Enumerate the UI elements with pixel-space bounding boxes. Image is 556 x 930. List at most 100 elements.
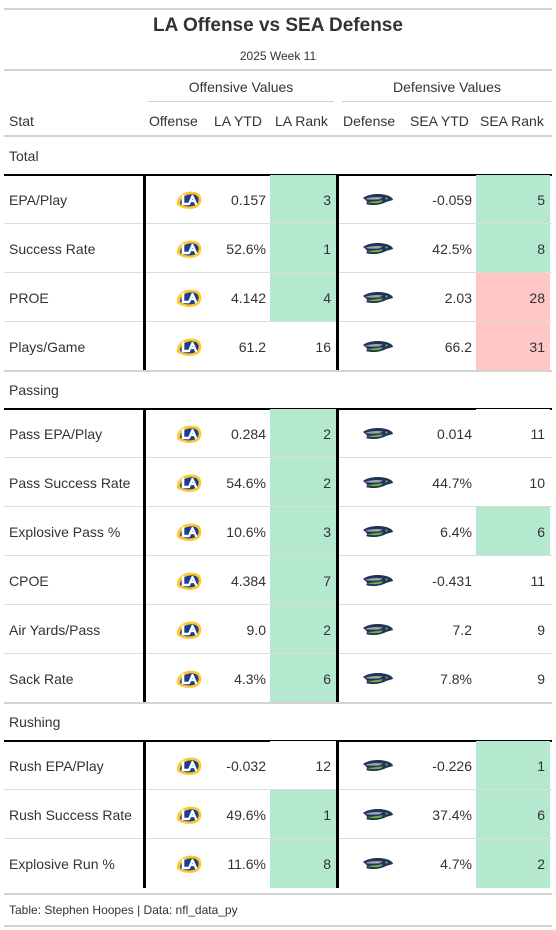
stat-name: PROE — [9, 289, 49, 306]
la-rank-value: 2 — [270, 605, 336, 654]
col-header-defense: Defense — [343, 113, 396, 129]
table-subtitle: 2025 Week 11 — [239, 49, 317, 63]
defense-logo-cell — [340, 556, 416, 605]
row-divider — [4, 272, 552, 273]
la-ytd-value: 4.384 — [230, 572, 266, 589]
rams-logo-icon — [176, 806, 202, 824]
sea-rank-value: 10 — [476, 458, 550, 507]
sea-ytd-value: 7.2 — [452, 621, 472, 638]
stat-name: Success Rate — [9, 240, 96, 257]
defense-divider-line — [336, 409, 339, 703]
sea-ytd-value: 42.5% — [432, 240, 472, 257]
rams-logo-icon — [176, 757, 202, 775]
bottom-rule — [4, 893, 552, 895]
offense-logo-cell — [146, 741, 232, 790]
seahawks-logo-icon — [363, 242, 393, 254]
defense-logo-cell — [340, 741, 416, 790]
sea-ytd-value: -0.431 — [432, 572, 472, 589]
sea-rank-value: 31 — [476, 322, 550, 371]
sea-rank-value: 2 — [476, 839, 550, 888]
la-ytd-value: 11.6% — [227, 855, 266, 872]
seahawks-logo-icon — [363, 193, 393, 205]
defense-spanner-line — [342, 101, 552, 102]
col-header-offense: Offense — [149, 113, 198, 129]
seahawks-logo-icon — [363, 857, 393, 869]
row-divider — [4, 555, 552, 556]
la-rank-value: 4 — [270, 273, 336, 322]
defense-logo-cell — [340, 839, 416, 888]
la-ytd-value: 52.6% — [226, 240, 266, 257]
seahawks-logo-icon — [363, 574, 393, 586]
column-header-rule — [4, 135, 552, 137]
sea-ytd-value: 6.4% — [440, 523, 472, 540]
seahawks-logo-icon — [363, 291, 393, 303]
stat-name: Pass EPA/Play — [9, 425, 103, 442]
rams-logo-icon — [176, 191, 202, 209]
defense-logo-cell — [340, 605, 416, 654]
col-header-sea-ytd: SEA YTD — [410, 113, 469, 129]
sea-rank-value: 9 — [476, 654, 550, 703]
la-rank-value: 1 — [270, 790, 336, 839]
offense-logo-cell — [146, 224, 232, 273]
defense-logo-cell — [340, 273, 416, 322]
row-divider — [4, 838, 552, 839]
offense-logo-cell — [146, 458, 232, 507]
table-title: LA Offense vs SEA Defense — [153, 15, 403, 36]
la-ytd-value: -0.032 — [226, 757, 266, 774]
offense-divider-line — [143, 741, 146, 888]
row-divider — [4, 653, 552, 654]
defense-logo-cell — [340, 654, 416, 703]
offense-logo-cell — [146, 556, 232, 605]
sea-rank-value: 1 — [476, 741, 550, 790]
rams-logo-icon — [176, 572, 202, 590]
la-rank-value: 16 — [270, 322, 336, 371]
rams-logo-icon — [176, 523, 202, 541]
defense-logo-cell — [340, 224, 416, 273]
sea-ytd-value: 2.03 — [444, 289, 472, 306]
la-ytd-value: 9.0 — [246, 621, 266, 638]
rams-logo-icon — [176, 621, 202, 639]
la-rank-value: 12 — [270, 741, 336, 790]
offense-logo-cell — [146, 507, 232, 556]
sea-ytd-value: -0.059 — [432, 191, 472, 208]
rams-logo-icon — [176, 425, 202, 443]
offense-logo-cell — [146, 409, 232, 458]
la-ytd-value: 4.142 — [230, 289, 266, 306]
sea-rank-value: 6 — [476, 790, 550, 839]
stat-name: Pass Success Rate — [9, 474, 131, 491]
sea-rank-value: 8 — [476, 224, 550, 273]
stat-name: Air Yards/Pass — [9, 621, 101, 638]
seahawks-logo-icon — [363, 623, 393, 635]
stat-name: Sack Rate — [9, 670, 74, 687]
la-ytd-value: 4.3% — [234, 670, 266, 687]
sea-rank-value: 11 — [476, 409, 550, 458]
stat-name: Rush Success Rate — [9, 806, 132, 823]
col-header-stat: Stat — [9, 113, 34, 129]
la-ytd-value: 49.6% — [226, 806, 266, 823]
offense-spanner: Offensive Values — [188, 79, 294, 95]
defense-divider-line — [336, 175, 339, 371]
row-group-label: Passing — [9, 382, 59, 398]
row-divider — [4, 223, 552, 224]
top-rule — [4, 8, 552, 10]
la-ytd-value: 54.6% — [226, 474, 266, 491]
offense-logo-cell — [146, 839, 232, 888]
stat-name: Explosive Pass % — [9, 523, 121, 540]
row-divider — [4, 506, 552, 507]
la-rank-value: 1 — [270, 224, 336, 273]
seahawks-logo-icon — [363, 808, 393, 820]
row-divider — [4, 457, 552, 458]
row-group-label: Total — [9, 148, 39, 164]
sea-rank-value: 11 — [476, 556, 550, 605]
rams-logo-icon — [176, 338, 202, 356]
col-header-sea-rank: SEA Rank — [480, 113, 544, 129]
col-header-la-rank: LA Rank — [275, 113, 328, 129]
seahawks-logo-icon — [363, 525, 393, 537]
seahawks-logo-icon — [363, 759, 393, 771]
offense-logo-cell — [146, 605, 232, 654]
col-header-la-ytd: LA YTD — [214, 113, 262, 129]
defense-logo-cell — [340, 322, 416, 371]
group-bottom-rule — [4, 702, 552, 704]
rams-logo-icon — [176, 855, 202, 873]
sea-ytd-value: 7.8% — [440, 670, 472, 687]
